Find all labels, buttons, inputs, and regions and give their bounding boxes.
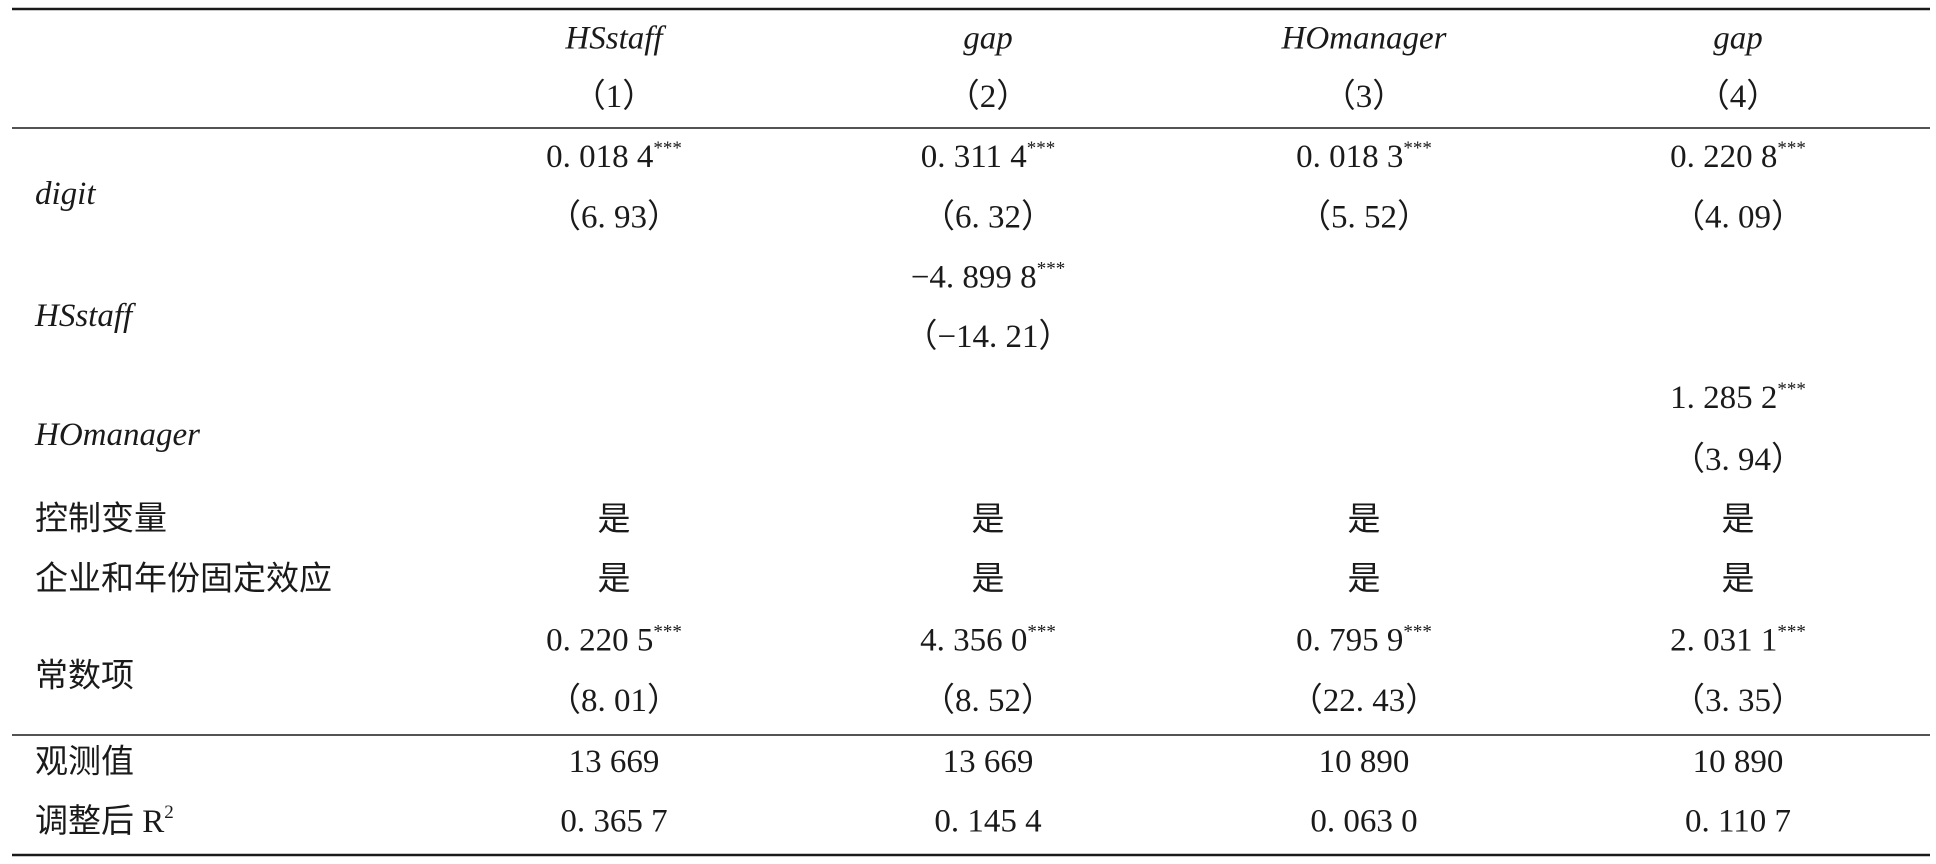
row-label: 观测值 <box>35 743 134 780</box>
row-label: 常数项 <box>35 657 134 694</box>
coef-value: 0. 795 9 <box>1296 622 1403 658</box>
row-label: 调整后 R2 <box>35 802 174 839</box>
column-number: （2） <box>947 79 1030 115</box>
coefficient: −4. 899 8*** <box>911 259 1065 295</box>
t-statistic: （4. 09） <box>1672 200 1804 236</box>
coefficient: 是 <box>598 561 631 597</box>
significance-stars: *** <box>1777 380 1806 401</box>
significance-stars: *** <box>1037 259 1066 280</box>
coef-value: 2. 031 1 <box>1670 622 1777 658</box>
column-number: （3） <box>1323 79 1406 115</box>
statistic: 0. 063 0 <box>1310 804 1417 840</box>
row-label: HOmanager <box>34 417 200 453</box>
coef-value: 是 <box>1722 561 1755 597</box>
t-statistic: （3. 35） <box>1672 683 1804 719</box>
significance-stars: *** <box>1027 622 1056 643</box>
label-text: 观测值 <box>35 743 134 780</box>
coefficient: 是 <box>1722 561 1755 597</box>
t-statistic: （−14. 21） <box>904 319 1071 355</box>
column-number: （1） <box>573 79 656 115</box>
coefficient: 0. 018 3*** <box>1296 138 1432 174</box>
coefficient: 是 <box>972 561 1005 597</box>
row-label: 企业和年份固定效应 <box>35 560 332 597</box>
significance-stars: *** <box>1027 138 1056 159</box>
coef-value: 0. 220 8 <box>1670 139 1777 175</box>
row-label: digit <box>35 176 96 212</box>
coef-value: 是 <box>972 502 1005 538</box>
significance-stars: *** <box>653 138 682 159</box>
coef-value: 1. 285 2 <box>1670 380 1777 416</box>
coefficient: 0. 311 4*** <box>921 138 1056 174</box>
coefficient: 2. 031 1*** <box>1670 622 1806 658</box>
coefficient: 是 <box>972 502 1005 538</box>
row-label: HSstaff <box>34 298 136 334</box>
t-statistic: （5. 52） <box>1298 200 1430 236</box>
column-name: HOmanager <box>1281 21 1447 57</box>
coef-value: −4. 899 8 <box>911 259 1037 295</box>
statistic: 13 669 <box>943 744 1034 780</box>
coefficient: 1. 285 2*** <box>1670 380 1806 416</box>
significance-stars: *** <box>1777 622 1806 643</box>
coef-value: 是 <box>1348 561 1381 597</box>
coefficient: 是 <box>598 502 631 538</box>
statistic: 13 669 <box>569 744 660 780</box>
label-superscript: 2 <box>164 802 174 823</box>
t-statistic: （6. 93） <box>548 200 680 236</box>
coef-value: 0. 311 4 <box>921 139 1027 175</box>
coefficient: 0. 220 8*** <box>1670 138 1806 174</box>
t-statistic: （22. 43） <box>1290 683 1439 719</box>
column-name: gap <box>1713 21 1763 57</box>
significance-stars: *** <box>1403 622 1432 643</box>
statistic: 0. 145 4 <box>934 804 1041 840</box>
column-number: （4） <box>1697 79 1780 115</box>
row-label: 控制变量 <box>35 501 167 538</box>
coef-value: 是 <box>598 561 631 597</box>
coefficient: 4. 356 0*** <box>920 622 1056 658</box>
t-statistic: （8. 01） <box>548 683 680 719</box>
statistic: 10 890 <box>1693 744 1784 780</box>
coef-value: 0. 018 4 <box>546 139 653 175</box>
coef-value: 是 <box>972 561 1005 597</box>
coef-value: 是 <box>598 502 631 538</box>
t-statistic: （6. 32） <box>922 200 1054 236</box>
coef-value: 0. 018 3 <box>1296 139 1403 175</box>
coef-value: 4. 356 0 <box>920 622 1027 658</box>
significance-stars: *** <box>1777 138 1806 159</box>
coefficient: 是 <box>1348 502 1381 538</box>
coef-value: 是 <box>1348 502 1381 538</box>
coef-value: 是 <box>1722 502 1755 538</box>
statistic: 0. 110 7 <box>1685 804 1791 840</box>
coefficient: 0. 018 4*** <box>546 138 682 174</box>
t-statistic: （3. 94） <box>1672 442 1804 478</box>
column-name: gap <box>963 21 1013 57</box>
label-text: 调整后 R <box>35 803 164 840</box>
statistic: 0. 365 7 <box>560 804 667 840</box>
significance-stars: *** <box>1403 138 1432 159</box>
coef-value: 0. 220 5 <box>546 622 653 658</box>
column-name: HSstaff <box>564 21 666 57</box>
coefficient: 0. 220 5*** <box>546 622 682 658</box>
t-statistic: （8. 52） <box>922 683 1054 719</box>
coefficient: 0. 795 9*** <box>1296 622 1432 658</box>
coefficient: 是 <box>1348 561 1381 597</box>
statistic: 10 890 <box>1319 744 1410 780</box>
significance-stars: *** <box>653 622 682 643</box>
coefficient: 是 <box>1722 502 1755 538</box>
